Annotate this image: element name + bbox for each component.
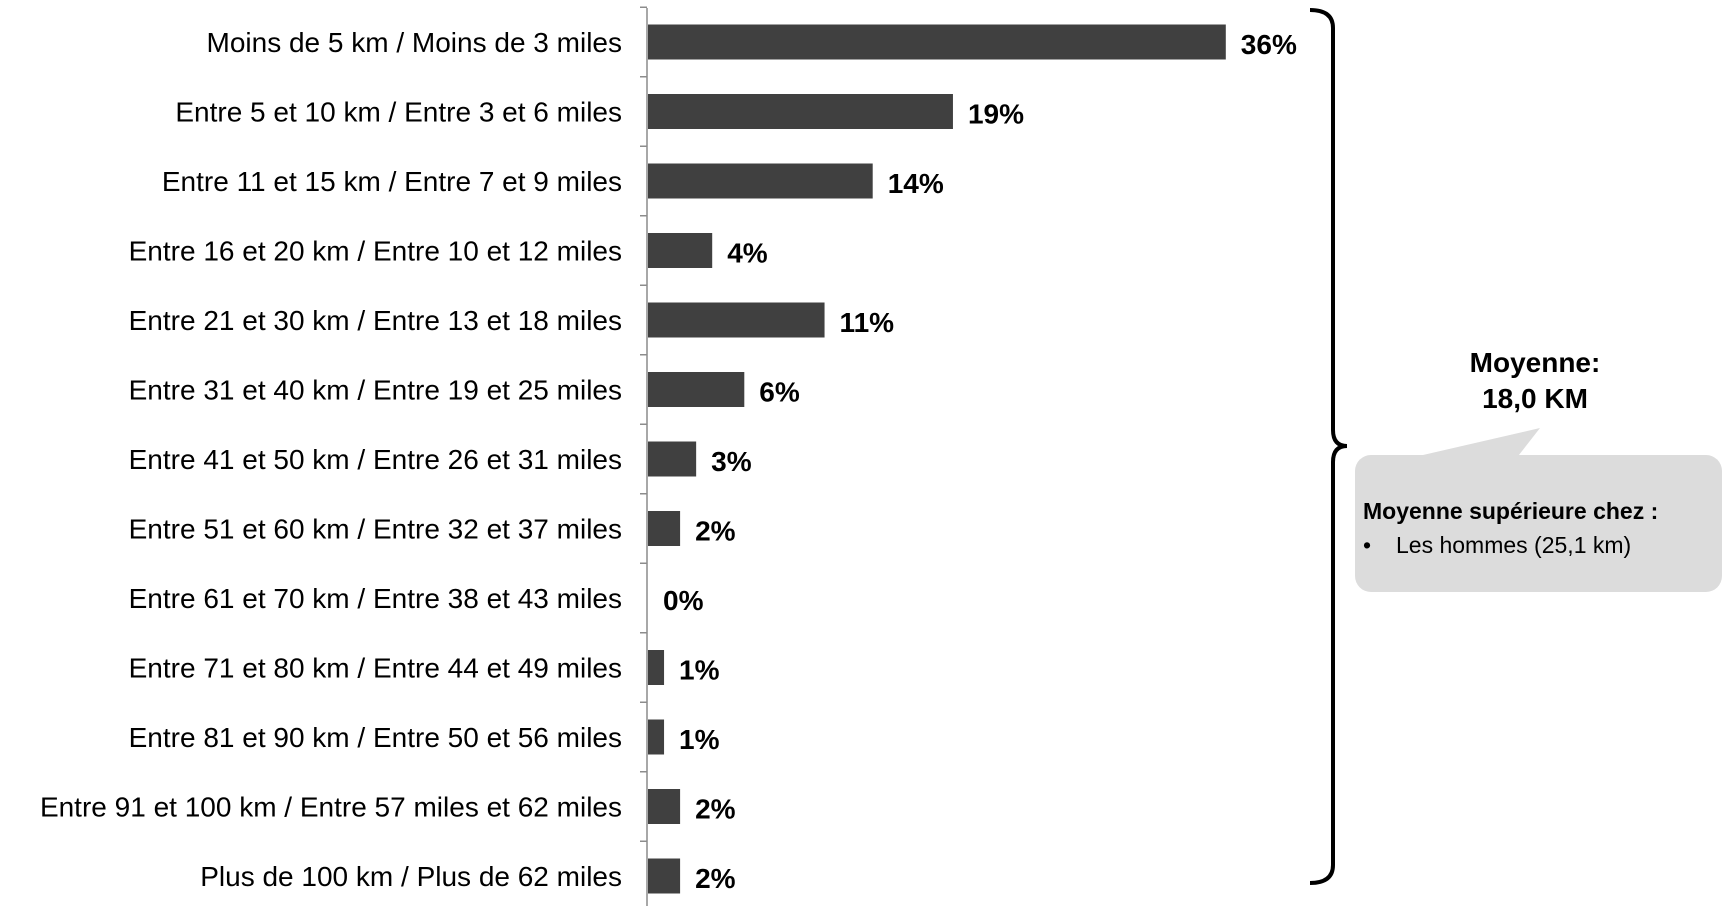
data-label: 14% (888, 168, 944, 199)
data-label: 1% (679, 724, 720, 755)
bar (648, 94, 953, 129)
average-title: Moyenne: (1470, 347, 1601, 378)
bar (648, 858, 681, 894)
category-label: Entre 5 et 10 km / Entre 3 et 6 miles (175, 97, 622, 128)
callout-bullet-icon: • (1363, 532, 1371, 558)
bar (648, 163, 873, 199)
category-label: Entre 81 et 90 km / Entre 50 et 56 miles (129, 722, 622, 753)
category-label: Entre 11 et 15 km / Entre 7 et 9 miles (162, 166, 622, 197)
bar (648, 719, 665, 755)
bar (648, 511, 681, 546)
data-label: 6% (759, 377, 800, 408)
callout-item: Les hommes (25,1 km) (1396, 532, 1631, 558)
data-label: 3% (711, 446, 752, 477)
category-label: Entre 41 et 50 km / Entre 26 et 31 miles (129, 444, 622, 475)
category-label: Entre 51 et 60 km / Entre 32 et 37 miles (129, 514, 622, 545)
category-label: Entre 71 et 80 km / Entre 44 et 49 miles (129, 653, 622, 684)
category-label: Entre 16 et 20 km / Entre 10 et 12 miles (129, 236, 622, 267)
bar (648, 24, 1226, 60)
average-value: 18,0 KM (1482, 383, 1588, 414)
category-label: Plus de 100 km / Plus de 62 miles (200, 861, 622, 892)
category-label: Entre 31 et 40 km / Entre 19 et 25 miles (129, 375, 622, 406)
chart-bars (648, 24, 1226, 894)
data-label: 19% (968, 99, 1024, 130)
category-label: Moins de 5 km / Moins de 3 miles (207, 27, 623, 58)
data-label: 11% (840, 307, 895, 338)
callout-title: Moyenne supérieure chez : (1363, 498, 1658, 524)
bar (648, 302, 825, 338)
category-label: Entre 91 et 100 km / Entre 57 miles et 6… (40, 792, 622, 823)
chart-axis (640, 6, 648, 906)
data-label: 36% (1241, 29, 1297, 60)
data-label: 4% (727, 238, 768, 269)
category-labels: Moins de 5 km / Moins de 3 miles Entre 5 … (40, 27, 622, 892)
bar (648, 441, 697, 477)
callout-pointer (1410, 428, 1540, 460)
callout-background (1355, 455, 1722, 592)
data-label: 2% (695, 516, 736, 547)
bar (648, 233, 713, 268)
bar (648, 372, 745, 407)
data-label: 2% (695, 794, 736, 825)
data-label: 1% (679, 655, 720, 686)
data-label: 2% (695, 863, 736, 894)
range-bracket (1309, 8, 1348, 885)
value-labels: 36% 19% 14% 4% 11% 6% 3% 2% 0% 1% 1% 2% 2% (663, 29, 1297, 894)
callout-box: Moyenne supérieure chez : • Les hommes (… (1355, 428, 1722, 592)
bar (648, 650, 665, 685)
data-label: 0% (663, 585, 704, 616)
category-label: Entre 61 et 70 km / Entre 38 et 43 miles (129, 583, 622, 614)
bar (648, 789, 681, 824)
category-label: Entre 21 et 30 km / Entre 13 et 18 miles (129, 305, 622, 336)
